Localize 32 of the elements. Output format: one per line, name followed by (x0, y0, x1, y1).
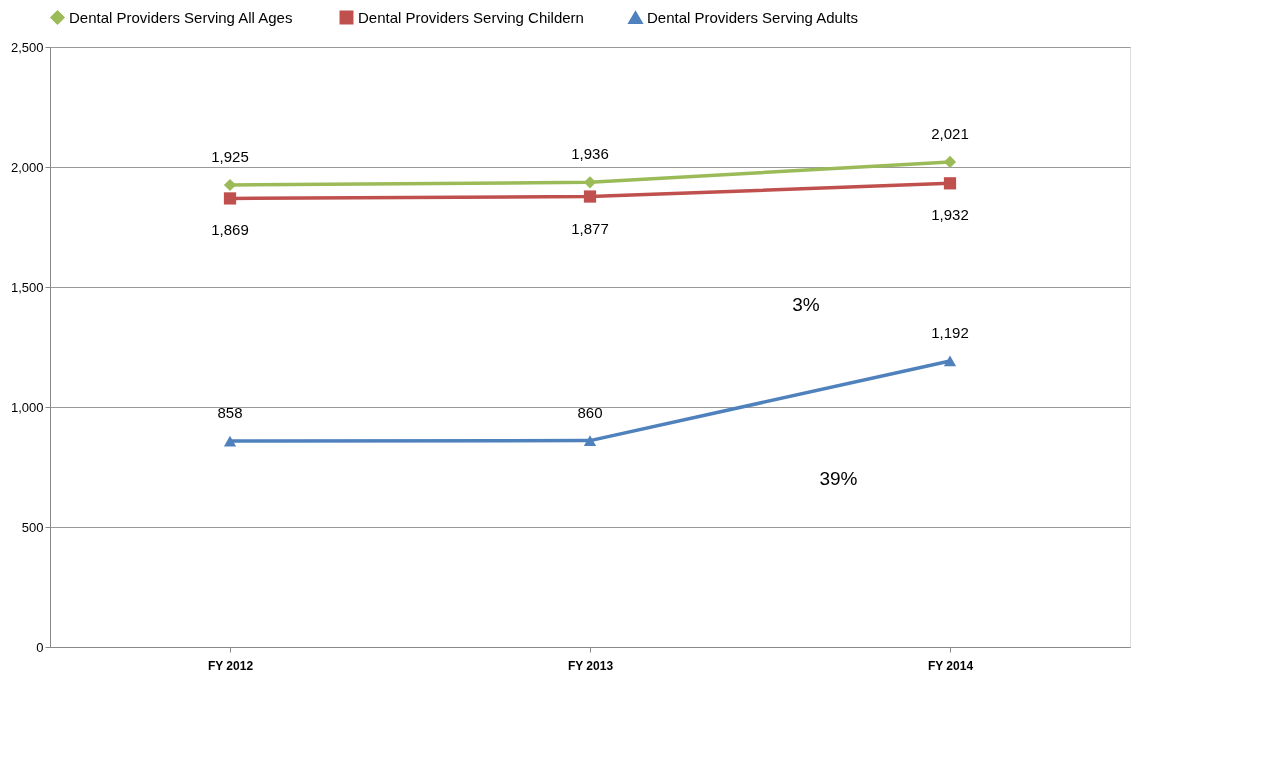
x-tick-label: FY 2012 (207, 658, 254, 673)
y-tick-label: 500 (21, 519, 44, 535)
data-label: 858 (217, 404, 243, 422)
point (583, 435, 597, 446)
point (223, 435, 237, 447)
legend-label: Dental Providers Serving All Ages (69, 8, 293, 26)
y-tick-label: 2,500 (10, 39, 44, 55)
y-tick-label: 1,000 (10, 399, 44, 415)
data-label: 2,021 (931, 124, 969, 142)
data-label: 1,192 (931, 323, 969, 341)
point (223, 192, 237, 205)
data-label: 1,877 (571, 219, 609, 237)
point (583, 190, 597, 203)
data-label: 860 (577, 403, 603, 421)
y-tick-label: 0 (36, 639, 44, 655)
y-tick-label: 1,500 (10, 279, 44, 295)
y-tick-label: 2,000 (10, 159, 44, 175)
annotation: 3% (792, 294, 820, 315)
point (223, 178, 237, 192)
legend-label: Dental Providers Serving Childern (358, 8, 584, 26)
x-tick-label: FY 2014 (927, 658, 974, 673)
data-label: 1,869 (211, 221, 249, 239)
legend-label: Dental Providers Serving Adults (647, 8, 858, 26)
annotation: 39% (819, 468, 858, 489)
data-label: 1,932 (931, 206, 969, 224)
data-label: 1,925 (211, 148, 249, 165)
point (583, 176, 597, 189)
point (943, 155, 957, 169)
point (943, 355, 957, 367)
point (943, 177, 957, 190)
data-label: 1,936 (571, 145, 609, 163)
x-tick-label: FY 2013 (567, 658, 614, 673)
